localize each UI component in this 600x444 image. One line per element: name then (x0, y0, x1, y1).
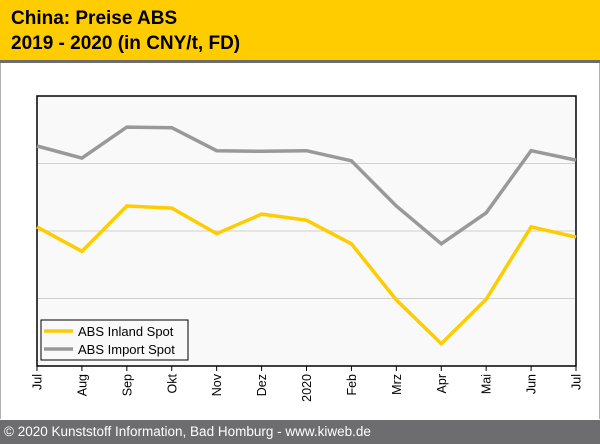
x-tick-label: Apr (435, 374, 449, 393)
footer: © 2020 Kunststoff Information, Bad Hombu… (0, 420, 600, 444)
x-axis: Jul Aug Sep Okt Nov Dez 2020 Feb Mrz Apr Mai Jun Jul (31, 366, 584, 402)
x-tick-label: Nov (210, 373, 224, 396)
legend: ABS Inland Spot ABS Import Spot (40, 319, 189, 361)
x-tick-label: Sep (120, 374, 134, 396)
x-tick-label: Okt (165, 373, 179, 393)
chart-title: China: Preise ABS (11, 8, 178, 29)
chart-subtitle: 2019 - 2020 (in CNY/t, FD) (11, 33, 241, 54)
header-divider (0, 60, 600, 63)
x-tick-label: Jun (525, 374, 539, 394)
x-tick-label: Feb (345, 374, 359, 396)
legend-label-inland: ABS Inland Spot (78, 324, 174, 339)
line-chart: Jul Aug Sep Okt Nov Dez 2020 Feb Mrz Apr Mai Jun Jul… (31, 95, 584, 402)
x-tick-label: Dez (255, 374, 269, 396)
x-tick-label: Jul (570, 374, 584, 390)
x-tick-label: Mai (480, 374, 494, 394)
x-tick-label: Aug (75, 374, 89, 396)
series-lines (36, 125, 577, 347)
x-tick-label: 2020 (300, 374, 314, 402)
legend-box (40, 319, 189, 361)
legend-label-import: ABS Import Spot (78, 342, 175, 357)
copyright-text: © 2020 Kunststoff Information, Bad Hombu… (4, 424, 371, 439)
x-tick-label: Mrz (390, 374, 404, 395)
x-tick-label: Jul (31, 374, 45, 390)
chart-header: China: Preise ABS 2019 - 2020 (in CNY/t,… (0, 0, 600, 60)
